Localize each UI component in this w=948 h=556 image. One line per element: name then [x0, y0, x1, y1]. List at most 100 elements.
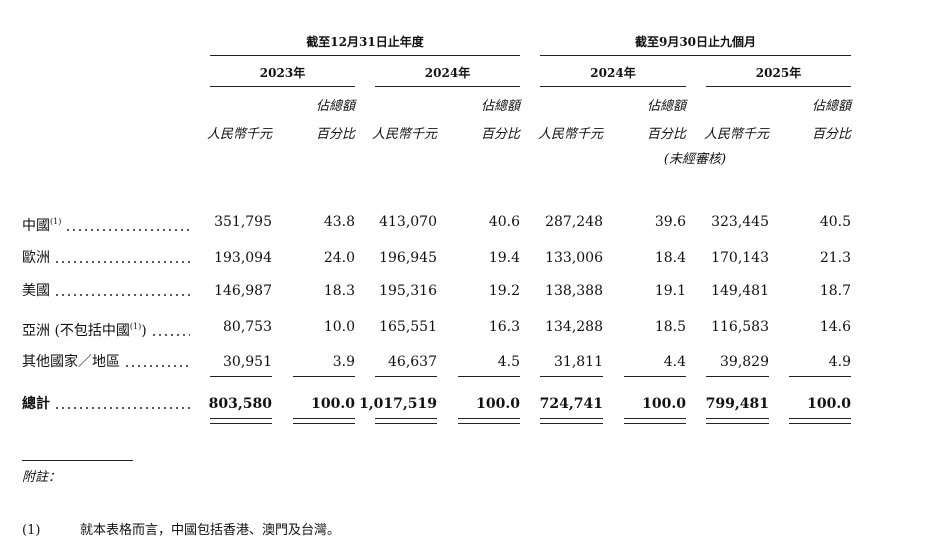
pct-header: 佔總額: [315, 99, 355, 114]
label-main: 其他國家／地區: [22, 354, 120, 370]
rule: [706, 376, 769, 377]
row-label: 美國: [22, 282, 190, 300]
cell-value: 116,583: [711, 319, 769, 335]
amount-header: 人民幣千元: [206, 127, 272, 142]
rule: [293, 423, 355, 424]
pct-header: 佔總額: [480, 99, 520, 114]
label-text: 歐洲: [22, 249, 50, 267]
cell-value: 146,987: [214, 283, 272, 299]
cell-value: 724,741: [539, 396, 603, 412]
label-end: ): [141, 323, 147, 339]
cell-value: 323,445: [711, 214, 769, 230]
rule: [540, 376, 603, 377]
label-text: 總計: [22, 395, 50, 413]
cell-value: 193,094: [214, 250, 272, 266]
label-text: 其他國家／地區: [22, 353, 120, 371]
notes-title: 附註：: [22, 470, 62, 485]
leader-dots: [54, 293, 190, 297]
rule: [789, 423, 851, 424]
cell-value: 19.4: [488, 250, 520, 266]
rule: [540, 55, 851, 56]
year-header: 2024年: [590, 66, 636, 80]
cell-value: 19.2: [488, 283, 520, 299]
cell-value: 14.6: [819, 319, 851, 335]
leader-dots: [124, 364, 190, 368]
cell-value: 39,829: [720, 354, 769, 370]
amount-header: 人民幣千元: [703, 127, 769, 142]
cell-value: 100.0: [642, 396, 686, 412]
label-text: 中國(1): [22, 213, 61, 235]
cell-value: 133,006: [545, 250, 603, 266]
year-header: 2025年: [755, 66, 802, 80]
leader-dots: [65, 228, 190, 232]
group-header: 截至9月30日止九個月: [634, 35, 757, 49]
amount-header: 人民幣千元: [537, 127, 603, 142]
label-main: 歐洲: [22, 250, 50, 266]
rule: [540, 418, 603, 419]
cell-value: 100.0: [311, 396, 355, 412]
label-text: 美國: [22, 282, 50, 300]
rule: [624, 423, 686, 424]
label-main: 亞洲 (不包括中國: [22, 323, 130, 339]
rule: [789, 376, 851, 377]
cell-value: 351,795: [214, 214, 272, 230]
cell-value: 134,288: [545, 319, 603, 335]
cell-value: 799,481: [705, 396, 769, 412]
amount-header: 人民幣千元: [371, 127, 437, 142]
label-main: 中國: [22, 218, 50, 234]
cell-value: 39.6: [654, 214, 686, 230]
pct-header: 佔總額: [811, 99, 851, 114]
cell-value: 40.5: [819, 214, 851, 230]
rule: [540, 86, 686, 87]
cell-value: 3.9: [332, 354, 355, 370]
label-main: 總計: [22, 396, 50, 412]
cell-value: 4.4: [663, 354, 686, 370]
rule: [375, 86, 520, 87]
cell-value: 18.4: [654, 250, 686, 266]
cell-value: 43.8: [323, 214, 355, 230]
rule: [210, 423, 272, 424]
rule: [458, 376, 520, 377]
cell-value: 100.0: [476, 396, 520, 412]
rule: [22, 460, 133, 461]
note-marker: (1): [22, 523, 41, 538]
year-header: 2023年: [259, 66, 306, 80]
unaudited-note: (未經審核): [663, 152, 727, 167]
cell-value: 40.6: [488, 214, 520, 230]
cell-value: 165,551: [379, 319, 437, 335]
rule: [210, 418, 272, 419]
cell-value: 31,811: [554, 354, 603, 370]
cell-value: 195,316: [379, 283, 437, 299]
rule: [706, 86, 851, 87]
rule: [210, 86, 355, 87]
row-label: 歐洲: [22, 249, 190, 267]
cell-value: 100.0: [807, 396, 851, 412]
leader-dots: [54, 260, 190, 264]
year-header: 2024年: [424, 66, 471, 80]
cell-value: 4.9: [828, 354, 851, 370]
rule: [789, 418, 851, 419]
cell-value: 24.0: [323, 250, 355, 266]
row-label: 其他國家／地區: [22, 353, 190, 371]
rule: [375, 423, 437, 424]
cell-value: 287,248: [545, 214, 603, 230]
rule: [624, 376, 686, 377]
note-text: 就本表格而言，中國包括香港、澳門及台灣。: [80, 523, 341, 538]
cell-value: 4.5: [497, 354, 520, 370]
cell-value: 196,945: [379, 250, 437, 266]
row-label: 中國(1): [22, 213, 190, 235]
rule: [458, 418, 520, 419]
pct-header: 百分比: [646, 127, 686, 142]
pct-header: 百分比: [480, 127, 520, 142]
rule: [706, 423, 769, 424]
label-text: 亞洲 (不包括中國(1)): [22, 318, 147, 340]
rule: [458, 423, 520, 424]
cell-value: 18.5: [654, 319, 686, 335]
rule: [706, 418, 769, 419]
cell-value: 18.3: [323, 283, 355, 299]
cell-value: 138,388: [545, 283, 603, 299]
pct-header: 佔總額: [646, 99, 686, 114]
leader-dots: [54, 406, 190, 410]
cell-value: 10.0: [323, 319, 355, 335]
